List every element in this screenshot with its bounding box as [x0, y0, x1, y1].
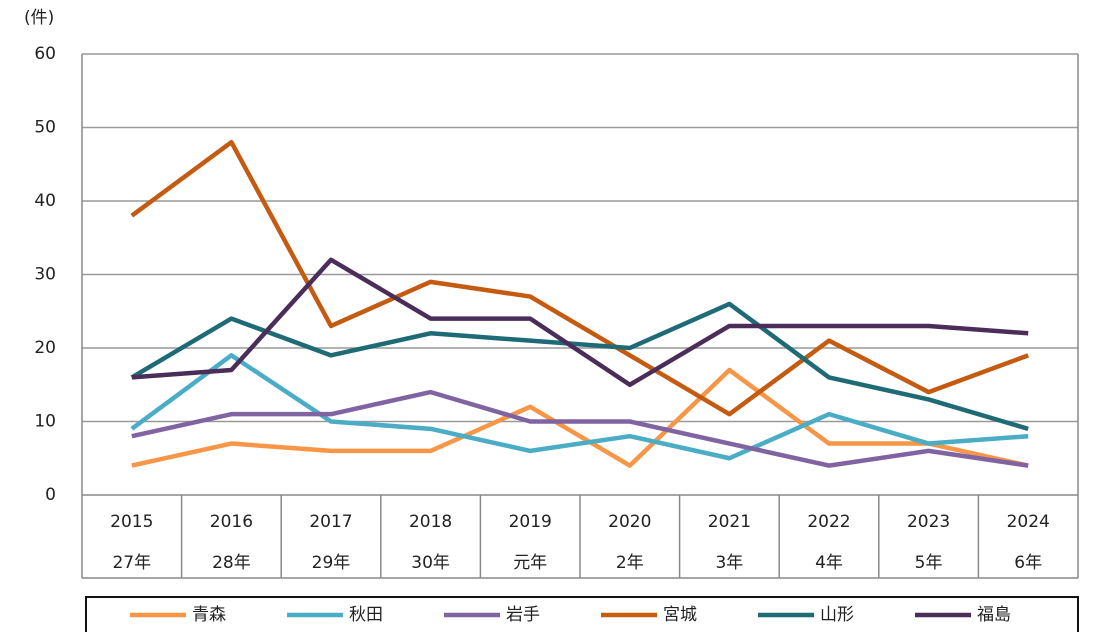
y-tick-label: 60	[34, 44, 56, 64]
line-series	[131, 389, 1029, 468]
x-tick-label: 2018	[409, 512, 452, 532]
legend-label: 青森	[192, 605, 226, 625]
x-tick-label: 2017	[309, 512, 352, 532]
legend-label: 山形	[820, 605, 854, 625]
x-tick-label: 28年	[212, 553, 251, 573]
x-tick-label: 2021	[708, 512, 751, 532]
legend-label: 秋田	[349, 605, 383, 625]
legend-box	[85, 596, 1079, 632]
line-series	[131, 367, 1029, 468]
y-tick-label: 20	[34, 338, 56, 358]
y-tick-label: 0	[45, 485, 56, 505]
x-tick-label: 6年	[1014, 553, 1042, 573]
y-tick-label: 50	[34, 118, 56, 138]
line-series	[130, 301, 1029, 432]
x-tick-label: 元年	[513, 553, 547, 573]
x-tick-label: 2015	[110, 512, 153, 532]
x-tick-label: 2年	[616, 553, 644, 573]
y-tick-label: 40	[34, 191, 56, 211]
y-tick-label: 30	[34, 265, 56, 285]
x-tick-label: 2019	[509, 512, 552, 532]
x-tick-label: 3年	[715, 553, 743, 573]
x-tick-label: 2023	[907, 512, 950, 532]
x-tick-label: 27年	[112, 553, 151, 573]
x-tick-label: 2024	[1007, 512, 1050, 532]
y-unit-label: (件)	[24, 8, 54, 28]
x-tick-label: 29年	[312, 553, 351, 573]
x-tick-label: 5年	[915, 553, 943, 573]
line-series	[130, 139, 1029, 417]
line-series	[130, 353, 1029, 461]
line-series	[131, 257, 1029, 387]
y-tick-label: 10	[34, 412, 56, 432]
legend-label: 岩手	[506, 605, 540, 625]
x-tick-label: 2020	[608, 512, 651, 532]
x-tick-label: 2016	[210, 512, 253, 532]
x-tick-label: 4年	[815, 553, 843, 573]
x-tick-label: 2022	[807, 512, 850, 532]
x-tick-label: 30年	[411, 553, 450, 573]
legend-label: 福島	[977, 605, 1011, 625]
legend-label: 宮城	[663, 605, 697, 625]
